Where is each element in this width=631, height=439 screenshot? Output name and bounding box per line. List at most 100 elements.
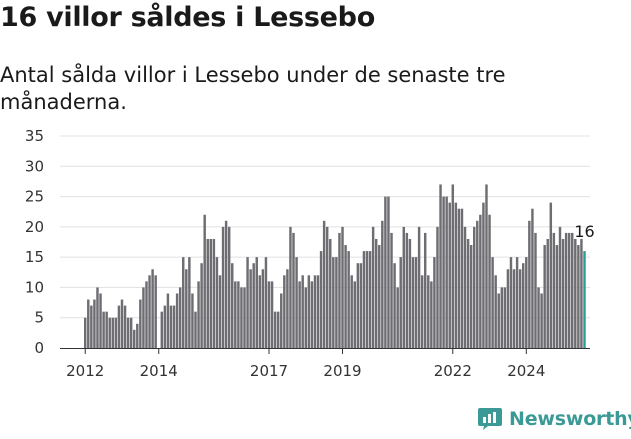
bar (347, 251, 350, 348)
bar (350, 275, 353, 348)
bar (518, 269, 522, 348)
bar (537, 287, 540, 348)
bar (215, 257, 219, 348)
bar (338, 232, 341, 348)
bar (111, 317, 115, 348)
bar (405, 232, 409, 348)
bar (528, 220, 531, 348)
bar (313, 275, 317, 348)
x-tick-label: 2017 (250, 362, 288, 380)
bar (494, 275, 497, 348)
bar (359, 263, 363, 348)
bar (512, 269, 516, 348)
bar (454, 202, 458, 348)
bar (96, 287, 99, 348)
bar (292, 232, 295, 348)
bar (240, 287, 243, 348)
bar-highlight (583, 251, 586, 348)
bar (381, 220, 384, 348)
bar (335, 257, 338, 348)
bar (525, 257, 528, 348)
bar (482, 202, 485, 348)
bar (549, 202, 553, 348)
bar (436, 226, 439, 348)
bar (555, 245, 559, 348)
bar (423, 232, 427, 348)
bar (460, 208, 464, 348)
bar (408, 238, 412, 348)
bar (356, 263, 360, 348)
y-tick-label: 20 (25, 218, 44, 236)
bar (87, 299, 90, 348)
bar (200, 263, 203, 348)
bar (178, 287, 182, 348)
bar (368, 251, 372, 348)
bar (506, 269, 510, 348)
bar (304, 287, 307, 348)
bar (148, 275, 151, 348)
bar (295, 257, 298, 348)
data-label-latest: 16 (574, 222, 594, 241)
bar (399, 257, 402, 348)
bar (209, 238, 213, 348)
y-tick-label: 15 (25, 248, 44, 266)
bar (430, 281, 433, 348)
bar (540, 293, 543, 348)
bar (280, 293, 283, 348)
bar (491, 257, 494, 348)
bar (90, 305, 93, 348)
bar (329, 238, 332, 348)
bar (353, 281, 356, 348)
bar (497, 293, 500, 348)
bar (151, 269, 154, 348)
bar (114, 317, 118, 348)
bar (322, 220, 326, 348)
bar (108, 317, 111, 348)
y-tick-label: 10 (25, 278, 44, 296)
bar (473, 226, 476, 348)
bar (439, 184, 442, 348)
bar (307, 275, 311, 348)
bar (258, 275, 262, 348)
bar (500, 287, 504, 348)
x-tick-label: 2022 (434, 362, 472, 380)
bar (433, 257, 436, 348)
bar (485, 184, 488, 348)
bar (267, 281, 271, 348)
bar (123, 305, 127, 348)
bar (105, 311, 108, 348)
bar (534, 232, 537, 348)
bar (310, 281, 314, 348)
bar (261, 269, 265, 348)
bar (387, 196, 390, 348)
bar (84, 317, 87, 348)
bar (126, 317, 130, 348)
chart-title: 16 villor såldes i Lessebo (0, 2, 375, 33)
bar (120, 299, 124, 348)
bar (580, 238, 583, 348)
bar (396, 287, 399, 348)
bar (463, 226, 467, 348)
bar (316, 275, 320, 348)
bar (466, 238, 470, 348)
bar (142, 287, 145, 348)
bar (390, 232, 393, 348)
bar (224, 220, 228, 348)
bar (237, 281, 240, 348)
bar (231, 263, 234, 348)
bar (469, 245, 473, 348)
bar (509, 257, 513, 348)
data-labels: 16 (574, 222, 594, 241)
bar (402, 226, 405, 348)
bar (175, 293, 179, 348)
bar (163, 305, 167, 348)
bar (531, 208, 534, 348)
bar (374, 238, 378, 348)
newsworthy-brand[interactable]: Newsworthy (477, 406, 631, 432)
bar (552, 232, 556, 348)
y-tick-label: 25 (25, 188, 44, 206)
bar (169, 305, 173, 348)
bar (564, 232, 568, 348)
bar (503, 287, 507, 348)
